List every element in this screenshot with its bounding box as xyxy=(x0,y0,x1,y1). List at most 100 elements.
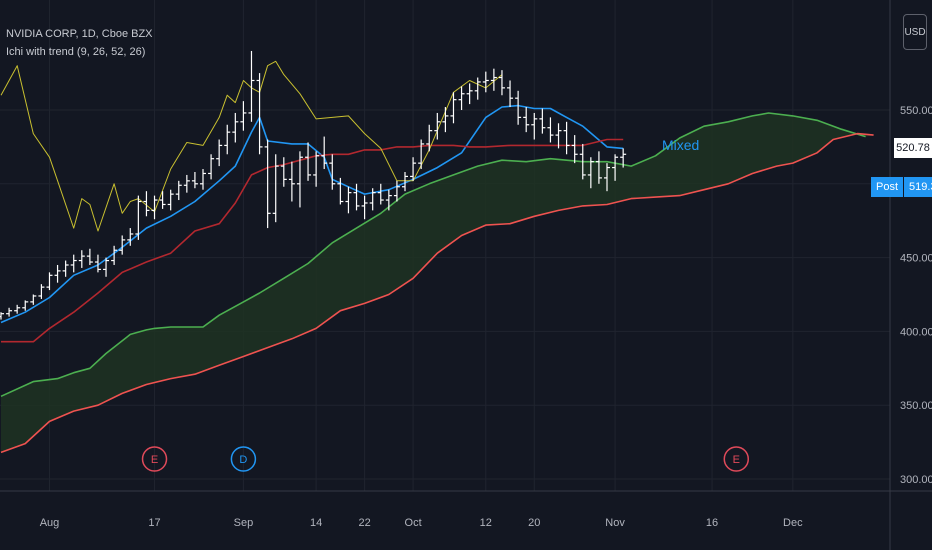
event-marker[interactable]: E xyxy=(723,446,750,472)
ohlc-bar xyxy=(296,151,303,208)
event-letter: E xyxy=(151,454,158,466)
price-bars xyxy=(0,50,627,320)
trend-label: Mixed xyxy=(662,137,700,153)
ohlc-bar xyxy=(531,112,538,140)
last-price-tag: 520.78 xyxy=(894,138,932,158)
ohlc-bar xyxy=(402,171,408,192)
ohlc-bar xyxy=(515,90,522,125)
event-circle xyxy=(723,446,750,472)
ohlc-bar xyxy=(183,174,190,193)
ohlc-bar xyxy=(313,151,320,187)
y-tick-label: 350.00 xyxy=(900,400,932,412)
ohlc-bar xyxy=(103,257,110,277)
ohlc-bar xyxy=(248,50,255,122)
ohlc-bar xyxy=(612,154,619,181)
ohlc-bar xyxy=(466,83,473,105)
ohlc-bar xyxy=(305,142,312,181)
ohlc-bar xyxy=(22,300,29,311)
x-tick-label: 14 xyxy=(310,517,322,529)
ohlc-bar xyxy=(393,180,400,202)
ohlc-bar xyxy=(555,123,562,149)
ohlc-bar xyxy=(434,112,441,140)
ohlc-bar xyxy=(232,112,239,143)
ohlc-bar xyxy=(377,183,384,205)
y-tick-label: 450.00 xyxy=(900,253,932,265)
ohlc-bar xyxy=(563,121,570,155)
x-tick-label: Sep xyxy=(234,517,254,529)
ohlc-bar xyxy=(547,117,554,143)
ohlc-bar xyxy=(135,195,142,240)
series-line-span-a xyxy=(0,112,866,398)
ohlc-bar xyxy=(498,70,505,96)
ohlc-bar xyxy=(78,250,85,268)
ohlc-bar xyxy=(46,272,53,291)
ohlc-bar xyxy=(86,248,93,265)
x-tick-label: 16 xyxy=(706,517,718,529)
post-label: Post xyxy=(871,177,904,197)
ohlc-bar xyxy=(353,183,360,211)
x-tick-label: 22 xyxy=(358,517,370,529)
ohlc-bar xyxy=(30,294,37,305)
ohlc-bar xyxy=(288,161,295,202)
ohlc-bar xyxy=(175,180,182,201)
currency-button[interactable]: USD xyxy=(903,14,927,50)
x-tick-label: 17 xyxy=(148,517,160,529)
ohlc-bar xyxy=(0,312,4,320)
event-marker[interactable]: D xyxy=(230,446,257,472)
ohlc-bar xyxy=(280,157,287,187)
cloud-fill xyxy=(1,112,874,453)
ohlc-bar xyxy=(216,139,223,167)
series-line-span-b xyxy=(0,132,874,454)
ohlc-bar xyxy=(369,188,376,211)
ohlc-bar xyxy=(345,186,352,214)
x-tick-label: Nov xyxy=(605,517,625,529)
x-tick-label: 20 xyxy=(528,517,540,529)
ohlc-bar xyxy=(523,107,530,133)
ohlc-bar xyxy=(14,304,21,314)
ohlc-bar xyxy=(587,157,594,189)
indicator-title[interactable]: Ichi with trend (9, 26, 52, 26) xyxy=(6,46,146,58)
event-letter: E xyxy=(733,454,740,466)
ohlc-bar xyxy=(151,195,158,220)
ohlc-bar xyxy=(450,92,457,124)
ohlc-bar xyxy=(321,136,328,170)
ohlc-bar xyxy=(70,254,77,273)
ohlc-bar xyxy=(94,254,101,273)
ohlc-bar xyxy=(385,189,392,211)
y-tick-label: 550.00 xyxy=(900,105,932,117)
ohlc-bar xyxy=(361,195,368,220)
ohlc-bar xyxy=(191,171,198,189)
event-marker[interactable]: E xyxy=(141,446,168,472)
ohlc-bar xyxy=(127,228,134,246)
post-market-tag: Post 519.30 xyxy=(871,177,932,197)
ohlc-bar xyxy=(620,148,627,168)
ohlc-bar xyxy=(167,189,174,211)
ohlc-bar xyxy=(38,284,45,299)
ohlc-bar xyxy=(240,101,247,131)
ohlc-bar xyxy=(571,135,578,164)
ohlc-bar xyxy=(490,68,497,91)
ohlc-bar xyxy=(200,169,206,190)
event-letter: D xyxy=(239,454,247,466)
ohlc-bar xyxy=(256,73,263,155)
ohlc-bar xyxy=(507,80,514,108)
ohlc-bar xyxy=(579,143,586,180)
ohlc-bar xyxy=(54,264,61,283)
x-tick-label: Dec xyxy=(783,517,803,529)
x-tick-label: Oct xyxy=(405,517,422,529)
ohlc-bar xyxy=(539,108,546,134)
ohlc-bar xyxy=(474,77,481,100)
ohlc-bar xyxy=(208,154,215,180)
ohlc-bar xyxy=(482,71,489,93)
ohlc-bar xyxy=(272,154,279,223)
x-axis[interactable]: Aug 17 Sep 14 22 Oct 12 20 Nov 16 Dec xyxy=(40,517,803,529)
ichimoku-cloud xyxy=(1,112,874,453)
event-circle xyxy=(141,446,168,472)
series-line-chikou xyxy=(0,60,503,232)
ohlc-bar xyxy=(410,157,417,181)
ohlc-bar xyxy=(337,177,344,205)
